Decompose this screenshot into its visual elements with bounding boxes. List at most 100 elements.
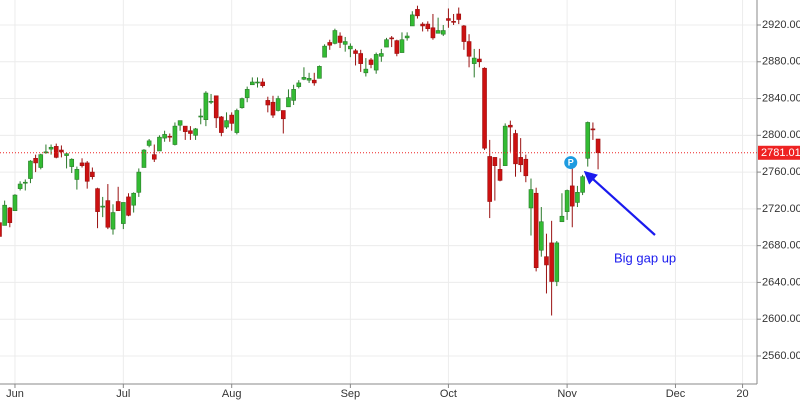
- y-tick-label: 2800.00: [762, 129, 800, 141]
- candle-body: [379, 53, 384, 57]
- x-tick-label: Jul: [116, 388, 130, 400]
- candle-body: [471, 57, 477, 64]
- candle-body: [260, 81, 265, 86]
- candle-body: [549, 242, 554, 282]
- candle-body: [270, 101, 276, 116]
- candle-body: [404, 35, 410, 39]
- candle-body: [363, 68, 369, 74]
- candle-body: [136, 171, 142, 193]
- candle-body: [559, 215, 565, 223]
- candle-body: [518, 157, 523, 166]
- candle-body: [126, 196, 131, 216]
- x-tick-label: Nov: [557, 388, 577, 400]
- candle-body: [79, 162, 85, 166]
- grid: [0, 0, 757, 384]
- candle-body: [296, 82, 302, 87]
- candle-body: [569, 185, 575, 207]
- candle-body: [234, 110, 240, 133]
- candle-body: [275, 98, 281, 111]
- candle-body: [544, 256, 549, 266]
- candle-body: [250, 81, 255, 86]
- x-tick-label: 20: [736, 388, 748, 400]
- marker-badge: [564, 156, 578, 170]
- candle-body: [451, 21, 456, 23]
- candle-body: [33, 158, 38, 164]
- candle-body: [146, 140, 152, 146]
- x-tick-label: Dec: [666, 388, 686, 400]
- x-tick-label: Jun: [6, 388, 24, 400]
- candle-body: [115, 201, 121, 212]
- y-tick-label: 2840.00: [762, 92, 800, 104]
- candle-body: [425, 23, 431, 29]
- candle-body: [90, 171, 95, 177]
- candle-body: [74, 169, 80, 180]
- y-tick-label: 2720.00: [762, 203, 800, 215]
- candle-body: [0, 222, 2, 237]
- candle-body: [358, 53, 363, 64]
- candle-body: [311, 79, 317, 84]
- candle-body: [172, 125, 178, 145]
- candle-body: [477, 58, 482, 63]
- candle-body: [193, 128, 198, 136]
- candle-body: [265, 100, 271, 106]
- candle-body: [291, 89, 296, 101]
- candle-body: [255, 81, 260, 84]
- candle-body: [306, 78, 312, 81]
- candle-body: [389, 37, 394, 40]
- overlay: 2781.01 P Big gap up: [0, 145, 800, 265]
- candle-body: [12, 194, 18, 212]
- x-tick-label: Oct: [440, 388, 457, 400]
- candle-body: [301, 77, 307, 80]
- candle-body: [575, 192, 580, 203]
- candle-body: [157, 136, 162, 152]
- candle-body: [100, 205, 105, 208]
- price-label-box: [758, 145, 800, 160]
- candle-body: [141, 149, 147, 168]
- candle-body: [415, 9, 420, 17]
- candle-body: [177, 120, 183, 126]
- candle-body: [64, 153, 69, 156]
- candle-body: [208, 101, 214, 103]
- y-tick-label: 2680.00: [762, 240, 800, 252]
- plot-area: [0, 5, 601, 316]
- candle-body: [440, 30, 446, 35]
- candle-body: [7, 207, 13, 223]
- candle-body: [182, 125, 188, 132]
- candle-body: [456, 13, 462, 20]
- y-tick-label: 2560.00: [762, 350, 800, 362]
- x-tick-label: Sep: [341, 388, 361, 400]
- candle-body: [322, 45, 327, 58]
- candle-body: [368, 59, 374, 65]
- candle-body: [554, 242, 560, 282]
- candle-body: [482, 67, 487, 149]
- candle-body: [151, 154, 157, 160]
- candle-body: [539, 221, 544, 251]
- candle-body: [28, 160, 33, 179]
- candle-body: [590, 128, 596, 131]
- candle-body: [229, 114, 234, 124]
- candle-body: [59, 149, 64, 153]
- candle-body: [497, 169, 503, 181]
- candle-body: [508, 124, 513, 128]
- candle-body: [110, 212, 116, 230]
- marker-label: P: [568, 157, 574, 167]
- candle-body: [342, 41, 348, 45]
- candle-body: [224, 120, 229, 128]
- candle-body: [492, 157, 498, 166]
- y-tick-label: 2880.00: [762, 56, 800, 68]
- x-tick-label: Aug: [222, 388, 242, 400]
- y-tick-label: 2640.00: [762, 276, 800, 288]
- candle-body: [280, 110, 286, 120]
- candle-body: [585, 122, 591, 159]
- annotation: Big gap up: [614, 250, 676, 265]
- candle-body: [131, 192, 136, 206]
- candle-body: [203, 92, 209, 120]
- candle-body: [337, 35, 343, 43]
- y-tick-label: 2920.00: [762, 19, 800, 31]
- candle-body: [219, 116, 224, 133]
- candle-body: [105, 200, 111, 228]
- candle-body: [17, 183, 23, 189]
- candle-body: [384, 39, 389, 48]
- candle-body: [394, 40, 400, 54]
- candle-body: [523, 158, 529, 177]
